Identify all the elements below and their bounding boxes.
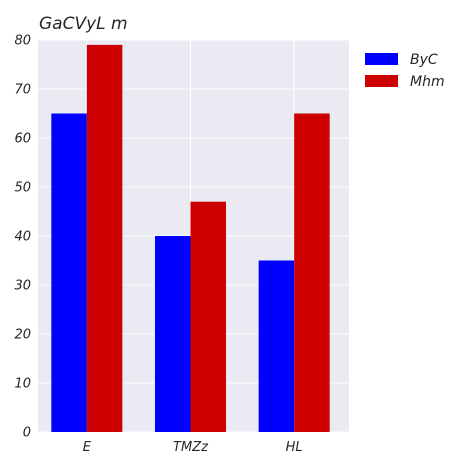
y-tick-label: 50 [14,181,31,196]
x-tick-label: E [83,440,92,455]
y-tick-label: 10 [14,377,31,392]
y-tick-label: 40 [14,230,31,245]
legend-swatch-Mhm [365,75,398,87]
x-tick-label: TMZz [173,440,209,455]
y-tick-label: 0 [23,426,31,441]
y-tick-label: 20 [14,328,31,343]
bar-Mhm-TMZz [190,201,226,432]
chart-title: GaCVyL m [39,14,128,34]
y-tick-label: 80 [14,34,31,49]
bars [51,44,330,433]
y-axis-ticks: 0 10 20 30 40 50 60 70 80 [14,34,31,441]
bar-ByC-HL [258,260,295,432]
bar-ByC-E [51,113,87,432]
legend-label-ByC: ByC [410,52,438,68]
y-tick-label: 70 [14,83,31,98]
x-tick-label: HL [286,440,303,455]
legend-label-Mhm: Mhm [410,74,445,90]
y-tick-label: 30 [14,279,31,294]
bar-ByC-TMZz [155,236,191,432]
x-axis-ticks: E TMZz HL [83,440,303,455]
bar-Mhm-HL [294,113,330,432]
legend-swatch-ByC [365,53,398,65]
legend: ByC Mhm [365,52,445,90]
bar-Mhm-E [86,44,123,433]
y-tick-label: 60 [14,132,31,147]
